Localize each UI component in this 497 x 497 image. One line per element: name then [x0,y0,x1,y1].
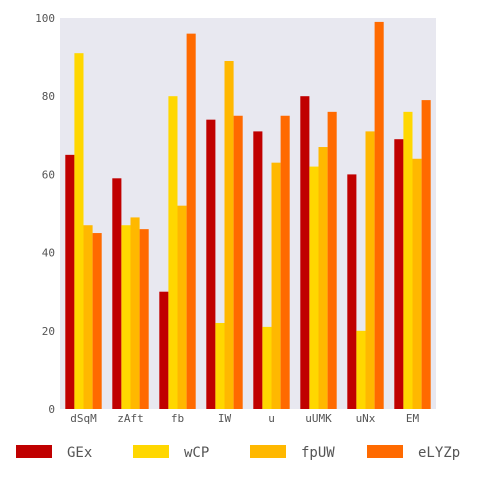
bar-EM-fpUW [412,158,422,409]
bar-IW-eLYZp [233,115,243,409]
y-tick-label: 40 [42,247,55,260]
bar-dSqM-eLYZp [92,233,102,409]
bar-uUMK-wCP [309,166,319,409]
bar-fb-eLYZp [186,33,196,409]
bar-EM-eLYZp [421,100,431,410]
bar-u-GEx [253,131,263,409]
x-tick-label: u [268,412,275,425]
x-tick-label: zAft [117,412,144,425]
bar-EM-wCP [403,111,413,409]
legend-label-wCP: wCP [184,445,209,461]
x-tick-label: uNx [356,412,376,425]
bar-u-wCP [262,326,272,409]
legend-label-GEx: GEx [67,445,92,461]
y-tick-label: 100 [35,12,55,25]
bar-dSqM-GEx [65,154,75,409]
bar-dSqM-fpUW [83,225,93,409]
y-tick-label: 0 [48,403,55,416]
bar-uUMK-eLYZp [327,111,337,409]
x-tick-label: dSqM [70,412,97,425]
bar-zAft-wCP [121,225,131,409]
legend: GEx wCP fpUW eLYZp [16,445,460,461]
bar-zAft-eLYZp [139,229,149,409]
x-tick-label: uUMK [305,412,332,425]
x-axis: dSqM zAft fb IW u uUMK uNx EM [70,412,419,425]
bar-uUMK-GEx [300,96,310,409]
bar-IW-wCP [215,322,225,409]
bar-IW-GEx [206,119,216,409]
bar-fb-wCP [168,96,178,409]
y-tick-label: 60 [42,168,55,181]
bar-zAft-GEx [112,178,122,409]
y-axis: 0 20 40 60 80 100 [35,12,55,416]
legend-label-fpUW: fpUW [301,445,335,461]
x-tick-label: fb [171,412,184,425]
bar-fb-fpUW [177,205,187,409]
bar-dSqM-wCP [74,53,84,409]
bars-group [65,21,431,410]
y-tick-label: 20 [42,325,55,338]
bar-uNx-fpUW [365,131,375,409]
bar-uNx-GEx [347,174,357,409]
bar-EM-GEx [394,139,404,409]
legend-swatch-wCP [133,445,169,458]
y-tick-label: 80 [42,90,55,103]
legend-swatch-GEx [16,445,52,458]
x-tick-label: IW [218,412,232,425]
x-tick-label: EM [406,412,420,425]
bar-u-eLYZp [280,115,290,409]
bar-uNx-eLYZp [374,21,384,409]
bar-u-fpUW [271,162,281,409]
bar-IW-fpUW [224,61,234,409]
legend-label-eLYZp: eLYZp [418,445,460,461]
bar-uUMK-fpUW [318,147,328,409]
bar-zAft-fpUW [130,217,140,409]
legend-swatch-eLYZp [367,445,403,458]
legend-swatch-fpUW [250,445,286,458]
bar-uNx-wCP [356,330,366,409]
bar-fb-GEx [159,291,169,409]
